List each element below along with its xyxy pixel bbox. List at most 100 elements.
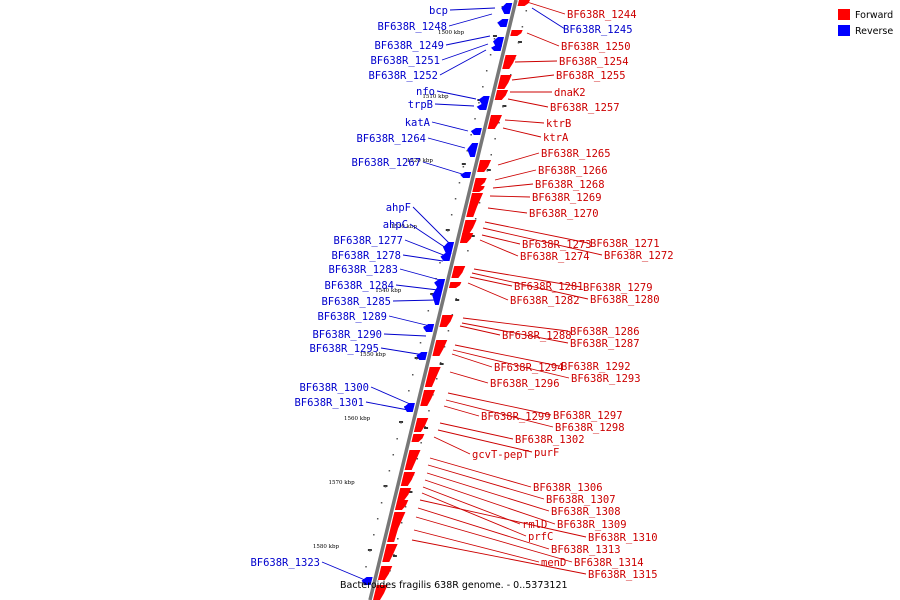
leader-line (427, 464, 545, 500)
minor-tick (450, 214, 453, 216)
leader-line (507, 98, 549, 108)
legend: Forward Reverse (838, 9, 893, 37)
gene-label-bf638r-1280: BF638R_1280 (590, 294, 660, 306)
minor-tick (419, 342, 422, 344)
gene-label-bf638r-1281: BF638R_1281 (514, 281, 584, 293)
gene-label-bf638r-1289: BF638R_1289 (317, 311, 387, 323)
gene-feature (387, 512, 406, 542)
gene-feature (462, 220, 477, 234)
leader-line (497, 152, 540, 166)
leader-line (452, 349, 570, 379)
leader-line (454, 344, 560, 367)
gene-feature (432, 340, 448, 356)
leader-line (380, 347, 425, 356)
leader-line (433, 436, 471, 455)
gene-label-ahpc: ahpC (383, 219, 408, 231)
gene-feature (460, 172, 472, 178)
leader-line (461, 322, 569, 344)
gene-feature (451, 266, 466, 278)
gene-feature (494, 90, 509, 100)
gene-label-bf638r-1298: BF638R_1298 (555, 422, 625, 434)
leader-line (402, 254, 444, 262)
gene-label-bf638r-1273: BF638R_1273 (522, 239, 592, 251)
leader-lines (321, 1, 603, 581)
minor-tick (428, 410, 430, 412)
gene-feature (377, 566, 393, 580)
minor-tick (494, 138, 496, 140)
leader-line (448, 13, 493, 27)
leader-line (434, 103, 475, 107)
gene-label-bf638r-1266: BF638R_1266 (538, 165, 608, 177)
leader-line (484, 221, 589, 244)
minor-tick (447, 230, 449, 232)
gene-label-bf638r-1245: BF638R_1245 (563, 24, 633, 36)
gene-feature (502, 55, 517, 69)
gene-label-bf638r-1279: BF638R_1279 (583, 282, 653, 294)
minor-tick (525, 10, 528, 12)
minor-tick (411, 374, 414, 376)
gene-feature (478, 96, 490, 104)
gene-feature (487, 115, 503, 129)
gene-label-bf638r-1286: BF638R_1286 (570, 326, 640, 338)
gene-label-bf638r-1285: BF638R_1285 (321, 296, 391, 308)
gene-feature (443, 242, 455, 254)
leader-line (422, 161, 463, 175)
gene-feature (501, 3, 513, 14)
gene-label-bf638r-1251: BF638R_1251 (370, 55, 440, 67)
minor-tick (427, 310, 430, 312)
leader-line (399, 268, 441, 281)
gene-feature (361, 577, 373, 585)
leader-line (392, 299, 437, 302)
gene-feature (510, 30, 523, 36)
minor-tick (517, 42, 520, 44)
leader-line (421, 492, 527, 537)
leader-line (511, 74, 555, 81)
minor-tick (502, 106, 504, 108)
minor-tick (455, 298, 457, 300)
gene-label-bf638r-1313: BF638R_1313 (551, 544, 621, 556)
gene-label-bf638r-1315: BF638R_1315 (588, 569, 658, 581)
leader-line (426, 472, 550, 512)
gene-label-bf638r-1302: BF638R_1302 (515, 434, 585, 446)
minor-tick (384, 486, 387, 488)
gene-feature (382, 544, 398, 562)
gene-feature (473, 178, 487, 186)
gene-label-bf638r-1252: BF638R_1252 (368, 70, 438, 82)
gene-feature (517, 0, 530, 6)
gene-feature (397, 488, 412, 500)
gene-label-nfo: nfo (416, 86, 435, 98)
minor-tick (396, 438, 398, 440)
leader-line (424, 479, 556, 525)
leader-line (482, 227, 603, 256)
gene-feature (413, 418, 429, 432)
leader-line (370, 386, 411, 405)
minor-tick (485, 70, 488, 72)
tick-layer: 1500 kbp 1510 kbp 1520 kbp 1530 kbp 1540 kbp… (313, 6, 528, 588)
minor-tick (435, 378, 438, 380)
leader-line (492, 183, 534, 189)
gene-feature (492, 37, 504, 47)
minor-tick (408, 390, 410, 392)
minor-tick (498, 122, 500, 124)
minor-tick (439, 262, 441, 264)
minor-tick (447, 330, 450, 332)
tick-label: 1530 kbp (391, 224, 418, 230)
leader-line (365, 401, 409, 411)
genome-caption: Bacteroides fragilis 638R genome. - 0..5… (340, 580, 568, 591)
gene-feature (416, 352, 428, 360)
gene-feature (439, 315, 454, 327)
minor-tick (404, 506, 407, 508)
gene-feature (394, 500, 409, 510)
minor-tick (493, 38, 496, 40)
leader-line (514, 60, 558, 63)
gene-label-bf638r-1309: BF638R_1309 (557, 519, 627, 531)
gene-label-bf638r-1282: BF638R_1282 (510, 295, 580, 307)
gene-label-dnak2: dnaK2 (554, 87, 586, 99)
gene-feature (497, 19, 509, 27)
leader-line (447, 392, 552, 416)
minor-tick (458, 182, 461, 184)
gene-label-bf638r-1248: BF638R_1248 (377, 21, 447, 33)
leader-line (469, 276, 513, 287)
leader-line (429, 457, 532, 488)
gene-features (361, 0, 530, 600)
